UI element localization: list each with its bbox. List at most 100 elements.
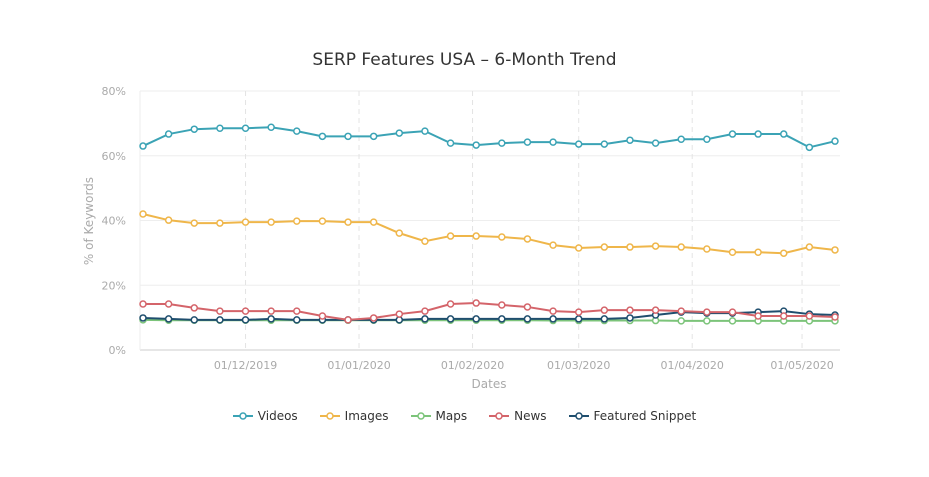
legend-label: Videos [257,409,298,423]
data-point [267,315,275,323]
data-point [677,135,685,143]
legend-marker-icon [410,412,431,420]
data-point [728,317,737,325]
data-point [446,300,455,308]
data-point [293,217,301,225]
legend-label: Maps [435,409,468,423]
data-point [293,316,301,324]
data-point [498,139,506,147]
data-point [831,246,839,254]
data-point [293,307,301,315]
data-point [344,218,352,226]
data-point [779,249,788,257]
data-point [677,317,685,325]
data-point [728,248,737,256]
x-tick-label: 01/02/2020 [441,359,504,372]
legend-item[interactable]: Featured Snippet [568,409,696,423]
data-point [549,138,557,146]
data-point [651,306,660,314]
data-point [446,315,455,323]
y-axis-label: % of Keywords [82,177,96,265]
legend-item[interactable]: News [489,409,547,423]
x-tick-label: 01/05/2020 [770,359,833,372]
data-point [369,132,378,141]
data-point [369,314,378,322]
data-point [472,299,480,307]
legend-marker-icon [489,412,510,420]
data-point [549,315,557,323]
data-point [600,140,609,148]
data-point [626,306,634,314]
legend-item[interactable]: Maps [410,409,468,423]
data-point [754,130,762,138]
data-point [216,124,224,132]
data-point [318,312,327,320]
data-point [139,142,147,150]
data-point [190,304,199,312]
legend: Videos Images Maps News Featured Snippet [0,409,929,423]
data-point [805,243,814,251]
data-point [549,307,557,315]
legend-label: Images [344,409,389,423]
y-tick-label: 0% [109,344,126,357]
x-tick-label: 01/03/2020 [547,359,610,372]
data-point [267,307,275,315]
data-point [574,308,583,316]
data-point [754,248,762,256]
data-point [779,312,788,320]
x-tick-label: 01/04/2020 [661,359,724,372]
data-point [703,308,711,316]
data-point [677,307,685,315]
data-point [190,219,199,227]
data-point [703,135,711,143]
data-point [728,308,737,316]
data-point [498,315,506,323]
data-point [600,243,609,251]
legend-item[interactable]: Videos [232,409,298,423]
data-point [164,315,173,323]
data-point [139,314,147,322]
data-point [831,137,839,145]
data-point [626,314,634,322]
data-point [677,243,685,251]
x-tick-label: 01/01/2020 [327,359,390,372]
data-point [241,307,250,315]
data-point [498,233,506,241]
data-point [139,300,147,308]
x-axis-label: Dates [472,377,507,391]
data-point [600,306,609,314]
x-tick-label: 01/12/2019 [214,359,277,372]
data-point [574,315,583,323]
data-point [216,219,224,227]
data-point [241,218,250,226]
data-point [241,316,250,324]
data-point [395,129,404,137]
data-point [472,315,480,323]
data-point [651,139,660,147]
data-point [241,124,250,132]
data-point [446,232,455,240]
data-point [651,242,660,250]
data-point [523,138,532,146]
series-line-news [143,302,836,321]
data-point [728,130,737,138]
legend-item[interactable]: Images [319,409,389,423]
series-line-images [142,213,836,255]
data-point [190,316,199,324]
y-tick-label: 80% [102,85,126,98]
legend-marker-icon [232,412,253,420]
data-point [626,243,634,251]
y-tick-label: 40% [102,215,126,228]
data-point [446,139,455,147]
data-point [600,315,609,323]
data-point [703,317,711,325]
series-line-videos [142,126,836,149]
data-point [805,312,814,320]
data-point [267,123,275,132]
data-point [421,237,429,245]
data-point [472,141,480,149]
data-point [164,216,173,224]
data-point [421,307,429,315]
data-point [472,232,480,240]
